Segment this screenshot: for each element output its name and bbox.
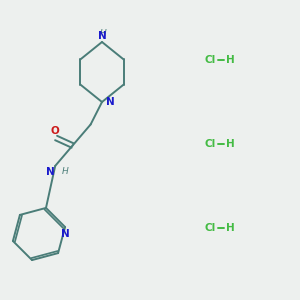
Text: Cl: Cl — [204, 139, 215, 149]
Text: N: N — [46, 167, 54, 177]
Text: Cl: Cl — [204, 55, 215, 65]
Text: H: H — [226, 55, 234, 65]
Text: Cl: Cl — [204, 223, 215, 233]
Text: N: N — [106, 97, 114, 107]
Text: N: N — [98, 31, 106, 41]
Text: O: O — [50, 126, 59, 136]
Text: N: N — [61, 230, 70, 239]
Text: H: H — [226, 223, 234, 233]
Text: H: H — [62, 167, 69, 176]
Text: H: H — [226, 139, 234, 149]
Text: H: H — [100, 29, 107, 38]
